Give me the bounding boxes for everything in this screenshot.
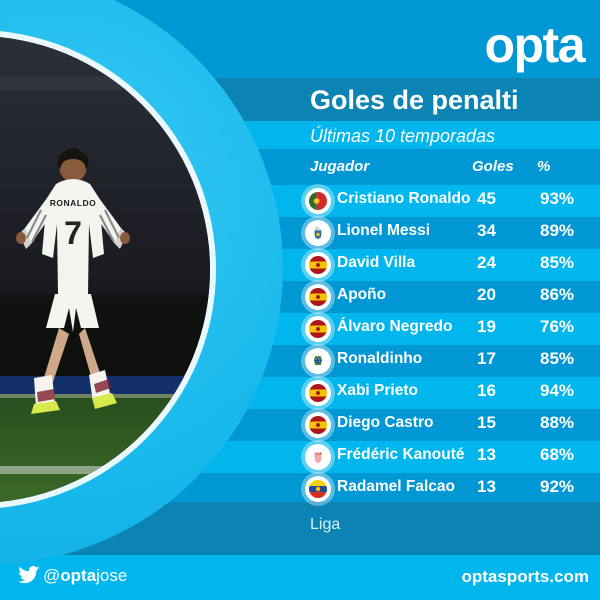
svg-text:RONALDO: RONALDO xyxy=(50,198,96,208)
svg-text:7: 7 xyxy=(64,215,82,251)
